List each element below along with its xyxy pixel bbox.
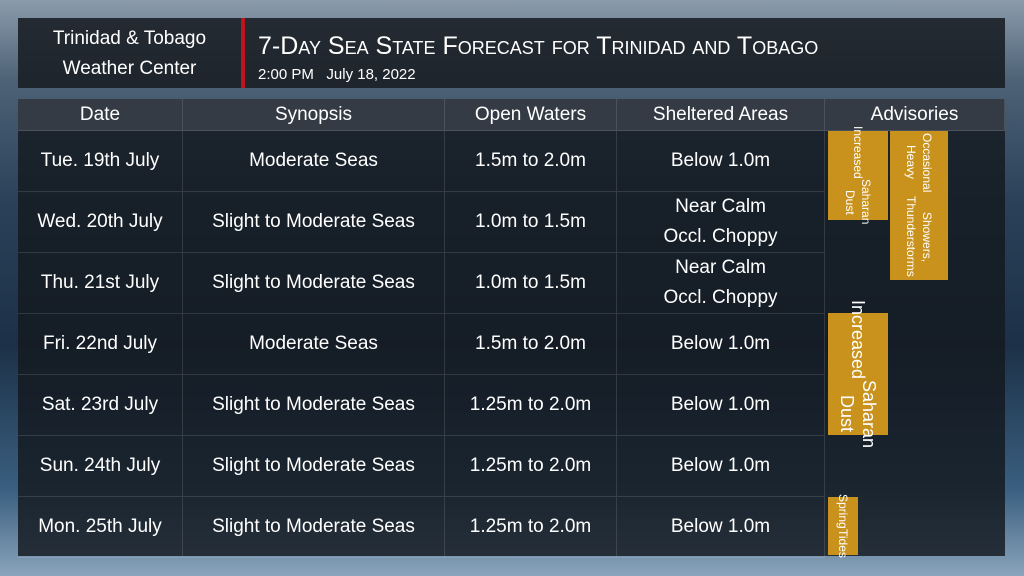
table-cell: Below 1.0m xyxy=(617,436,825,497)
title: 7-Day Sea State Forecast for Trinidad an… xyxy=(258,32,819,60)
table-cell: Thu. 21st July xyxy=(18,253,183,314)
table-cell: Mon. 25th July xyxy=(18,497,183,558)
cell-line: Below 1.0m xyxy=(670,455,771,476)
table-cell: Slight to Moderate Seas xyxy=(183,192,445,253)
cell-line: Below 1.0m xyxy=(670,394,771,415)
column-header: Sheltered Areas xyxy=(617,99,825,131)
org-line: Trinidad & Tobago xyxy=(52,28,207,49)
table-cell: 1.25m to 2.0m xyxy=(445,436,617,497)
advisory-line: Increased xyxy=(848,300,868,380)
cell-line: Occl. Choppy xyxy=(663,226,778,247)
org-line: Weather Center xyxy=(62,58,197,79)
table-cell: Wed. 20th July xyxy=(18,192,183,253)
advisory-line: Increased xyxy=(851,126,865,180)
table-cell: Near Calm Occl. Choppy xyxy=(617,192,825,253)
table-cell: Below 1.0m xyxy=(617,131,825,192)
cell-line: Below 1.0m xyxy=(670,333,771,354)
table-cell: 1.25m to 2.0m xyxy=(445,497,617,558)
table-cell: Moderate Seas xyxy=(183,131,445,192)
table-cell: Slight to Moderate Seas xyxy=(183,436,445,497)
cell-line: Near Calm xyxy=(675,196,766,217)
table-cell: Below 1.0m xyxy=(617,497,825,558)
column-header: Advisories xyxy=(825,99,1005,131)
table-cell: Slight to Moderate Seas xyxy=(183,253,445,314)
advisory: Occasional Heavy Showers, Thunderstorms xyxy=(890,131,948,280)
table-cell: Moderate Seas xyxy=(183,314,445,375)
time: 2:00 PM xyxy=(258,66,314,83)
advisory: Increased Saharan Dust xyxy=(828,300,888,448)
table-cell: 1.25m to 2.0m xyxy=(445,375,617,436)
table-cell: Tue. 19th July xyxy=(18,131,183,192)
table-cell: 1.0m to 1.5m xyxy=(445,253,617,314)
advisory-line: Tides xyxy=(836,528,850,558)
cell-line: Near Calm xyxy=(675,257,766,278)
subtitle: 2:00 PM July 18, 2022 xyxy=(258,66,416,83)
table-cell: Sat. 23rd July xyxy=(18,375,183,436)
table-cell: Below 1.0m xyxy=(617,314,825,375)
cell-line: Below 1.0m xyxy=(670,150,771,171)
table-cell: 1.5m to 2.0m xyxy=(445,131,617,192)
advisory-line: Spring xyxy=(836,494,850,529)
accent-bar xyxy=(241,18,245,88)
table-cell: Below 1.0m xyxy=(617,375,825,436)
cell-line: Below 1.0m xyxy=(670,516,771,537)
table-cell: Slight to Moderate Seas xyxy=(183,497,445,558)
column-header: Date xyxy=(18,99,183,131)
table-cell: Near Calm Occl. Choppy xyxy=(617,253,825,314)
header: Trinidad & Tobago Weather Center 7-Day Se… xyxy=(18,18,1005,88)
advisory-line: Saharan Dust xyxy=(843,179,873,225)
date: July 18, 2022 xyxy=(326,66,416,83)
table-cell: 1.5m to 2.0m xyxy=(445,314,617,375)
table-cell: 1.0m to 1.5m xyxy=(445,192,617,253)
advisory-line: Showers, Thunderstorms xyxy=(904,196,934,278)
advisory: Spring Tides xyxy=(828,494,858,558)
column-header: Open Waters xyxy=(445,99,617,131)
table-cell: Slight to Moderate Seas xyxy=(183,375,445,436)
table-cell: Sun. 24th July xyxy=(18,436,183,497)
org-name: Trinidad & Tobago Weather Center xyxy=(18,24,241,84)
forecast-table: Date Synopsis Open Waters Sheltered Areas Ad… xyxy=(18,99,1005,558)
table-cell: Fri. 22nd July xyxy=(18,314,183,375)
cell-line: Occl. Choppy xyxy=(663,287,778,308)
column-header: Synopsis xyxy=(183,99,445,131)
advisory-line: Saharan Dust xyxy=(837,379,879,448)
advisory: Increased Saharan Dust xyxy=(828,126,888,225)
advisory-line: Occasional Heavy xyxy=(904,132,934,192)
